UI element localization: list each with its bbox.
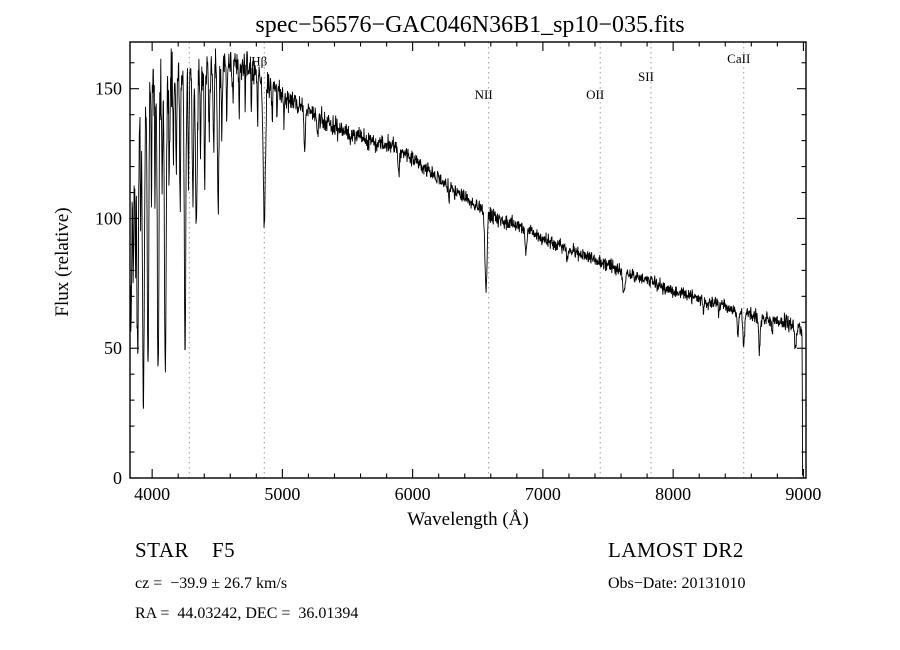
cz-value-label: cz = −39.9 ± 26.7 km/s: [135, 575, 287, 592]
y-tick-label: 150: [95, 79, 122, 99]
x-tick-label: 5000: [264, 484, 300, 504]
x-tick-label: 9000: [785, 484, 821, 504]
y-tick-label: 100: [95, 208, 122, 228]
object-class-label: STAR F5: [135, 538, 235, 562]
x-tick-label: 6000: [395, 484, 431, 504]
spectral-line-label: NII: [475, 87, 493, 102]
chart-title: spec−56576−GAC046N36B1_sp10−035.fits: [255, 12, 684, 38]
spectral-line-label: Hβ: [251, 53, 267, 68]
survey-label: LAMOST DR2: [608, 538, 744, 562]
x-tick-label: 8000: [655, 484, 691, 504]
ra-dec-label: RA = 44.03242, DEC = 36.01394: [135, 605, 358, 622]
y-tick-label: 50: [104, 338, 122, 358]
spectral-line-label: SII: [638, 69, 654, 84]
plot-frame: [129, 41, 807, 479]
plot-area: Hβ NII OII SII CaII 4000 5000 6000 7000 8000 9000 0…: [95, 41, 821, 504]
spectral-line-label: OII: [586, 87, 604, 102]
y-axis-label: Flux (relative): [52, 207, 73, 316]
y-tick-label: 0: [113, 468, 122, 488]
x-axis-label: Wavelength (Å): [407, 509, 528, 530]
spectrum-line: [130, 48, 803, 476]
x-tick-label: 4000: [134, 484, 170, 504]
spectral-line-label: CaII: [727, 51, 750, 66]
x-tick-label: 7000: [525, 484, 561, 504]
obs-date-label: Obs−Date: 20131010: [608, 575, 745, 592]
